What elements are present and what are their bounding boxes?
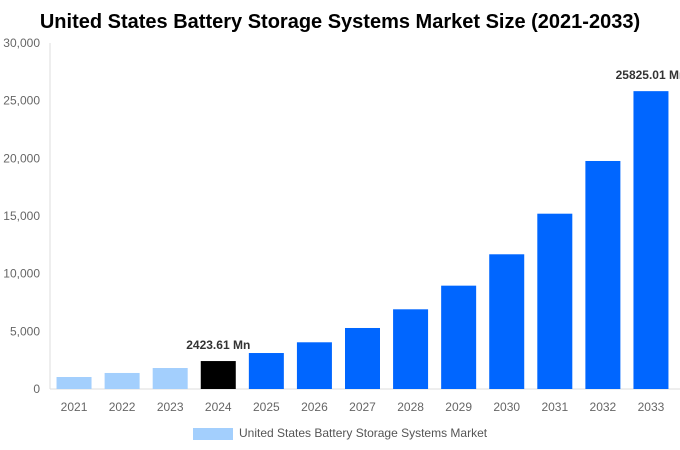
bar-2022[interactable] — [104, 372, 140, 389]
data-label: 25825.01 Mn — [616, 68, 680, 82]
x-tick-label: 2032 — [590, 400, 617, 414]
x-tick-label: 2030 — [493, 400, 520, 414]
bar-2023[interactable] — [152, 368, 188, 389]
chart-title: United States Battery Storage Systems Ma… — [40, 11, 640, 33]
legend[interactable]: United States Battery Storage Systems Ma… — [193, 426, 488, 440]
legend-label: United States Battery Storage Systems Ma… — [239, 426, 488, 440]
bar-2024[interactable] — [200, 361, 236, 389]
bar-2027[interactable] — [345, 327, 380, 389]
x-tick-label: 2025 — [253, 400, 280, 414]
bar-2028[interactable] — [393, 309, 429, 389]
bar-2032[interactable] — [585, 160, 621, 389]
x-tick-label: 2031 — [541, 400, 568, 414]
x-tick-label: 2024 — [205, 400, 232, 414]
bar-2033[interactable] — [633, 91, 669, 389]
x-tick-label: 2033 — [638, 400, 665, 414]
y-tick-label: 30,000 — [3, 36, 40, 50]
y-tick-label: 10,000 — [3, 267, 40, 281]
data-label: 2423.61 Mn — [186, 338, 250, 352]
bar-2030[interactable] — [489, 254, 525, 389]
x-tick-label: 2028 — [397, 400, 424, 414]
y-tick-label: 5,000 — [10, 324, 40, 338]
bar-2021[interactable] — [56, 377, 92, 389]
x-tick-label: 2021 — [61, 400, 88, 414]
bar-2031[interactable] — [537, 213, 573, 389]
y-tick-label: 0 — [33, 382, 40, 396]
bar-2025[interactable] — [248, 353, 284, 389]
x-tick-label: 2023 — [157, 400, 184, 414]
bar-2029[interactable] — [441, 285, 477, 389]
y-tick-label: 20,000 — [3, 151, 40, 165]
bar-2026[interactable] — [296, 342, 332, 389]
y-tick-label: 15,000 — [3, 209, 40, 223]
x-tick-label: 2026 — [301, 400, 328, 414]
legend-swatch — [193, 428, 233, 440]
x-tick-label: 2027 — [349, 400, 376, 414]
y-tick-label: 25,000 — [3, 94, 40, 108]
x-tick-label: 2022 — [109, 400, 136, 414]
x-tick-label: 2029 — [445, 400, 472, 414]
